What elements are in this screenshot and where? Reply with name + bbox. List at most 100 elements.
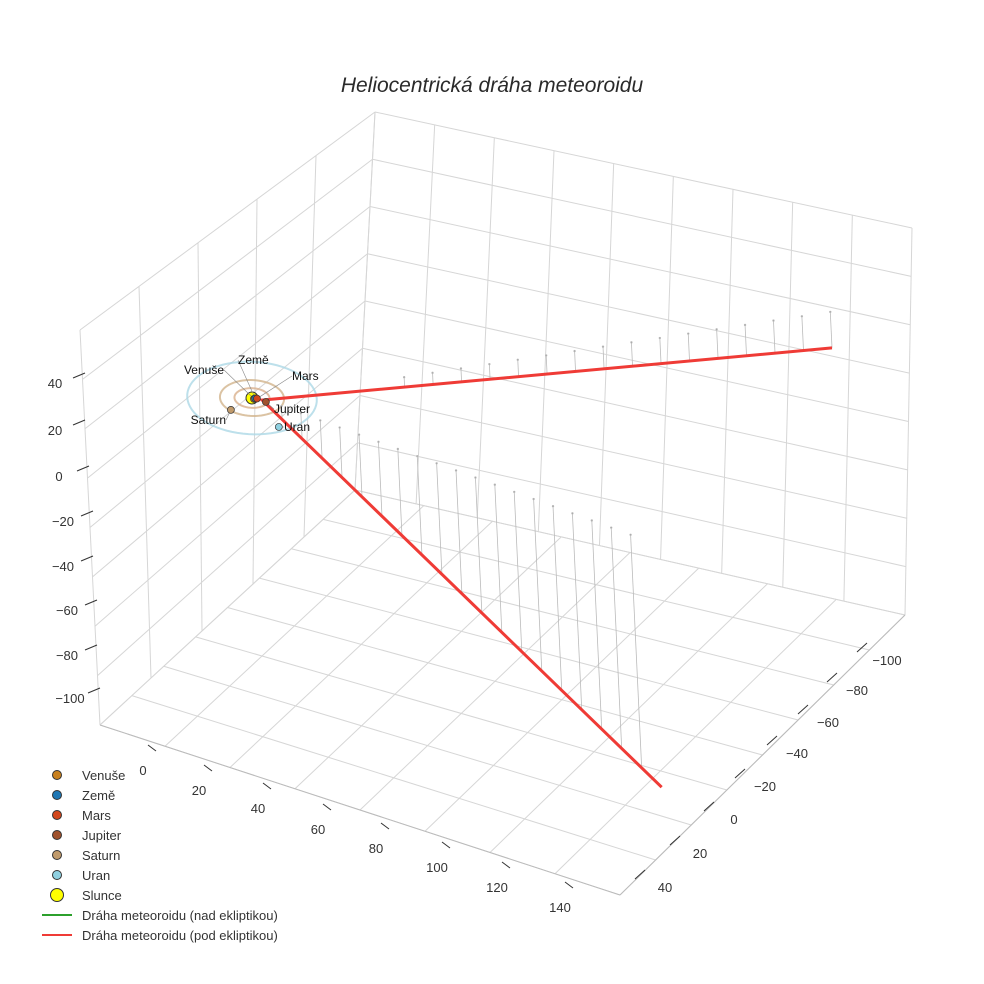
planet-marker-jupiter <box>262 398 270 406</box>
y-tick-mark <box>634 869 646 880</box>
drop-line-marker <box>601 345 605 348</box>
back-wall-gridline <box>372 158 912 277</box>
legend-marker <box>52 810 62 820</box>
legend-marker <box>50 888 64 902</box>
drop-line <box>517 359 519 377</box>
drop-line <box>829 311 833 348</box>
drop-line-marker <box>357 433 361 436</box>
drop-line <box>574 351 576 372</box>
drop-line-marker <box>474 476 477 479</box>
planet-marker-mars <box>253 394 261 403</box>
z-tick-mark <box>87 687 101 694</box>
drop-line <box>533 499 543 672</box>
legend-item[interactable]: Dráha meteoroidu (nad ekliptikou) <box>40 905 278 925</box>
legend-symbol-icon <box>40 850 74 860</box>
drop-line-marker <box>551 505 555 508</box>
planet-label: Uran <box>284 420 310 434</box>
drop-line-marker <box>687 332 690 335</box>
legend-item[interactable]: Saturn <box>40 845 278 865</box>
drop-line <box>659 338 662 364</box>
left-wall-gridline <box>94 395 361 627</box>
legend-item[interactable]: Uran <box>40 865 278 885</box>
drop-line-marker <box>800 315 804 318</box>
planet-marker-uran <box>274 423 283 431</box>
x-tick-label: 0 <box>139 763 146 778</box>
z-tick-mark <box>80 510 94 517</box>
legend-item[interactable]: Venuše <box>40 765 278 785</box>
drop-line-marker <box>590 519 594 522</box>
drop-line <box>545 355 548 375</box>
drop-line <box>494 484 503 633</box>
planet-marker-saturn <box>227 406 235 414</box>
drop-line-marker <box>431 371 434 375</box>
drop-line <box>281 406 283 420</box>
y-tick-label: −100 <box>872 653 901 668</box>
planet-label: Mars <box>292 369 319 383</box>
y-tick-label: 40 <box>658 880 672 895</box>
legend-label: Slunce <box>82 887 122 903</box>
z-tick-mark <box>72 372 86 379</box>
back-wall-gridline <box>364 300 909 422</box>
drop-line-marker <box>280 404 283 408</box>
drop-line-marker <box>715 328 718 331</box>
y-tick-mark <box>797 704 809 715</box>
drop-line <box>397 448 403 536</box>
legend-marker <box>52 770 62 780</box>
z-tick-mark <box>84 644 98 651</box>
drop-line <box>300 413 303 439</box>
floor-gridline <box>554 599 837 875</box>
legend-symbol-icon <box>40 770 74 780</box>
floor-gridline <box>164 505 425 747</box>
drop-line <box>513 491 523 652</box>
legend-marker <box>42 934 72 936</box>
back-wall-gridline <box>369 206 911 326</box>
legend-label: Jupiter <box>82 827 122 843</box>
drop-line-marker <box>532 497 535 501</box>
drop-line-marker <box>377 440 380 444</box>
x-tick-label: 60 <box>311 822 325 837</box>
drop-line-marker <box>402 375 406 379</box>
legend-item[interactable]: Mars <box>40 805 278 825</box>
planet-label: Venuše <box>184 363 224 377</box>
drop-line-marker <box>573 349 576 353</box>
z-tick-label: 40 <box>48 376 62 391</box>
legend-symbol-icon <box>40 790 74 800</box>
floor-gridline <box>99 489 356 726</box>
y-tick-label: 20 <box>693 846 707 861</box>
legend-item[interactable]: Jupiter <box>40 825 278 845</box>
back-wall-gridline <box>367 253 910 374</box>
orbit-saturn <box>218 379 286 417</box>
left-wall-gridline <box>92 347 363 578</box>
label-leader-line <box>256 375 293 399</box>
legend-item[interactable]: Dráha meteoroidu (pod ekliptikou) <box>40 925 278 945</box>
legend-item[interactable]: Země <box>40 785 278 805</box>
x-tick-mark <box>322 803 332 811</box>
drop-line-marker <box>630 341 633 344</box>
x-tick-label: 20 <box>192 783 206 798</box>
y-tick-label: −60 <box>817 715 839 730</box>
legend-label: Země <box>82 787 116 803</box>
legend-label: Dráha meteoroidu (nad ekliptikou) <box>82 907 278 923</box>
left-wall-gridline <box>82 158 373 380</box>
drop-line <box>630 534 643 768</box>
back-wall-gridline <box>374 111 913 229</box>
left-wall-gridline <box>84 206 371 430</box>
legend-label: Mars <box>82 807 111 823</box>
drop-line-marker <box>629 533 632 536</box>
drop-line <box>432 372 434 385</box>
floor-gridline <box>294 536 562 790</box>
drop-line-marker <box>416 454 419 458</box>
drop-line-marker <box>319 419 322 422</box>
left-wall-gridline <box>97 442 358 676</box>
drop-line-marker <box>454 469 458 472</box>
legend-item[interactable]: Slunce <box>40 885 278 905</box>
y-tick-mark <box>703 801 715 812</box>
drop-line <box>552 506 563 691</box>
drop-line-marker <box>658 336 662 340</box>
drop-line <box>475 477 483 614</box>
drop-line <box>801 316 804 351</box>
drop-line <box>319 420 323 459</box>
drop-line <box>488 364 491 380</box>
drop-line-marker <box>772 319 775 322</box>
